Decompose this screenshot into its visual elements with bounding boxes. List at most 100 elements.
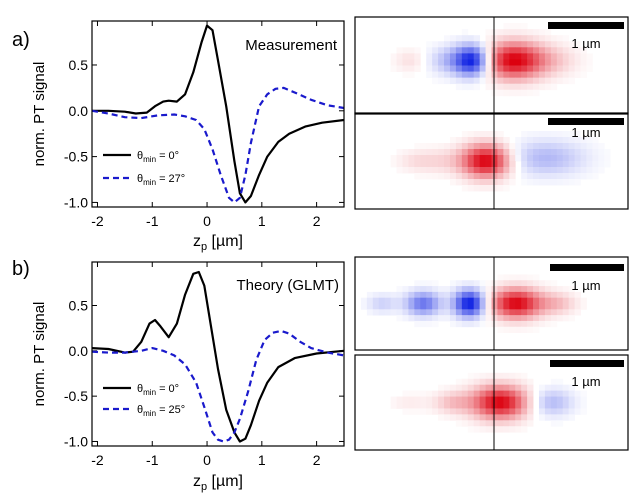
heatmap-cell [479, 71, 486, 79]
heatmap-cell [544, 286, 552, 293]
heatmap-cell [491, 309, 498, 316]
heatmap-cell [461, 320, 469, 328]
heatmap-cell [444, 47, 451, 54]
heatmap-cell [556, 309, 564, 316]
heatmap-cell [538, 71, 546, 79]
heatmap-cell [550, 65, 558, 72]
heatmap-cell [515, 155, 522, 162]
heatmap-cell [538, 143, 546, 150]
heatmap-cell [473, 83, 481, 91]
heatmap-cell [366, 309, 374, 316]
heatmap-cell [444, 143, 451, 150]
heatmap-cell [455, 53, 463, 60]
heatmap-cell [533, 291, 540, 299]
x-tick-label-b: 2 [313, 452, 321, 468]
heatmap-cell [426, 155, 433, 162]
heatmap-cell [497, 414, 504, 421]
heatmap-cell [509, 303, 516, 310]
panel-label-b: b) [12, 258, 30, 280]
x-tick-label-b: -1 [146, 452, 159, 468]
heatmap-cell [372, 297, 380, 304]
heatmap-cell [562, 41, 570, 48]
heatmap-cell [467, 65, 475, 72]
heatmap-cell [449, 149, 457, 156]
heatmap-cell [396, 291, 403, 299]
heatmap-cell [515, 372, 522, 380]
heatmap-cell [515, 378, 522, 386]
heatmap-cell [414, 143, 421, 150]
heatmap-cell [479, 137, 486, 144]
image-a-bottom: 1 µm [354, 112, 629, 210]
legend-b-label-1-value: = 25° [156, 404, 185, 416]
heatmap-cell [432, 396, 439, 403]
heatmap-cell [396, 309, 403, 316]
heatmap-cell [461, 77, 469, 85]
heatmap-cell [449, 41, 457, 48]
heatmap-cell [366, 303, 374, 310]
image-a-top-scalebar-label: 1 µm [571, 36, 600, 51]
heatmap-cell [556, 149, 564, 156]
heatmap-cell [568, 173, 575, 180]
heatmap-cell [556, 35, 564, 42]
heatmap-cell [544, 71, 552, 79]
heatmap-cell [538, 297, 546, 304]
heatmap-cell [414, 297, 421, 304]
heatmap-cell [473, 173, 481, 180]
heatmap-cell [444, 161, 451, 168]
heatmap-cell [408, 408, 415, 415]
heatmap-cell [467, 155, 475, 162]
heatmap-cell [479, 131, 486, 138]
heatmap-cell [479, 303, 486, 310]
heatmap-cell [426, 53, 433, 60]
heatmap-cell [461, 143, 469, 150]
heatmap-cell [461, 185, 469, 192]
heatmap-cell [438, 161, 445, 168]
heatmap-cell [509, 59, 516, 66]
heatmap-cell [432, 315, 439, 322]
heatmap-cell [485, 155, 492, 162]
heatmap-cell [467, 384, 475, 392]
heatmap-cell [562, 143, 570, 150]
heatmap-cell [485, 390, 492, 397]
heatmap-cell [402, 315, 409, 322]
heatmap-cell [426, 143, 433, 150]
heatmap-cell [544, 396, 552, 403]
heatmap-cell [509, 378, 516, 386]
heatmap-cell [533, 131, 540, 138]
heatmap-cell [455, 396, 463, 403]
heatmap-cell [396, 297, 403, 304]
heatmap-cell [420, 155, 427, 162]
x-tick-label-b: -2 [91, 452, 104, 468]
heatmap-cell [390, 59, 397, 66]
heatmap-cell [479, 384, 486, 392]
heatmap-cell [509, 29, 516, 36]
heatmap-cell [550, 35, 558, 42]
heatmap-cell [491, 414, 498, 421]
heatmap-cell [562, 315, 570, 322]
heatmap-cell [414, 303, 421, 310]
heatmap-cell [485, 414, 492, 421]
x-axis-label-a-main: z [193, 233, 201, 250]
heatmap-cell [467, 303, 475, 310]
heatmap-cell [402, 390, 409, 397]
heatmap-cell [408, 161, 415, 168]
heatmap-cell [432, 402, 439, 409]
heatmap-cell [461, 286, 469, 293]
heatmap-cell [562, 303, 570, 310]
heatmap-cell [527, 65, 534, 72]
heatmap-cell [515, 35, 522, 42]
heatmap-cell [473, 47, 481, 54]
heatmap-cell [449, 402, 457, 409]
heatmap-cell [521, 291, 528, 299]
heatmap-cell [550, 83, 558, 91]
heatmap-cell [444, 149, 451, 156]
heatmap-cell [592, 143, 599, 150]
heatmap-cell [438, 286, 445, 293]
heatmap-cell [556, 137, 564, 144]
heatmap-cell [491, 143, 498, 150]
heatmap-cell [414, 149, 421, 156]
heatmap-cell [491, 185, 498, 192]
heatmap-cell [533, 41, 540, 48]
heatmap-cell [515, 274, 522, 281]
heatmap-cell [515, 315, 522, 322]
